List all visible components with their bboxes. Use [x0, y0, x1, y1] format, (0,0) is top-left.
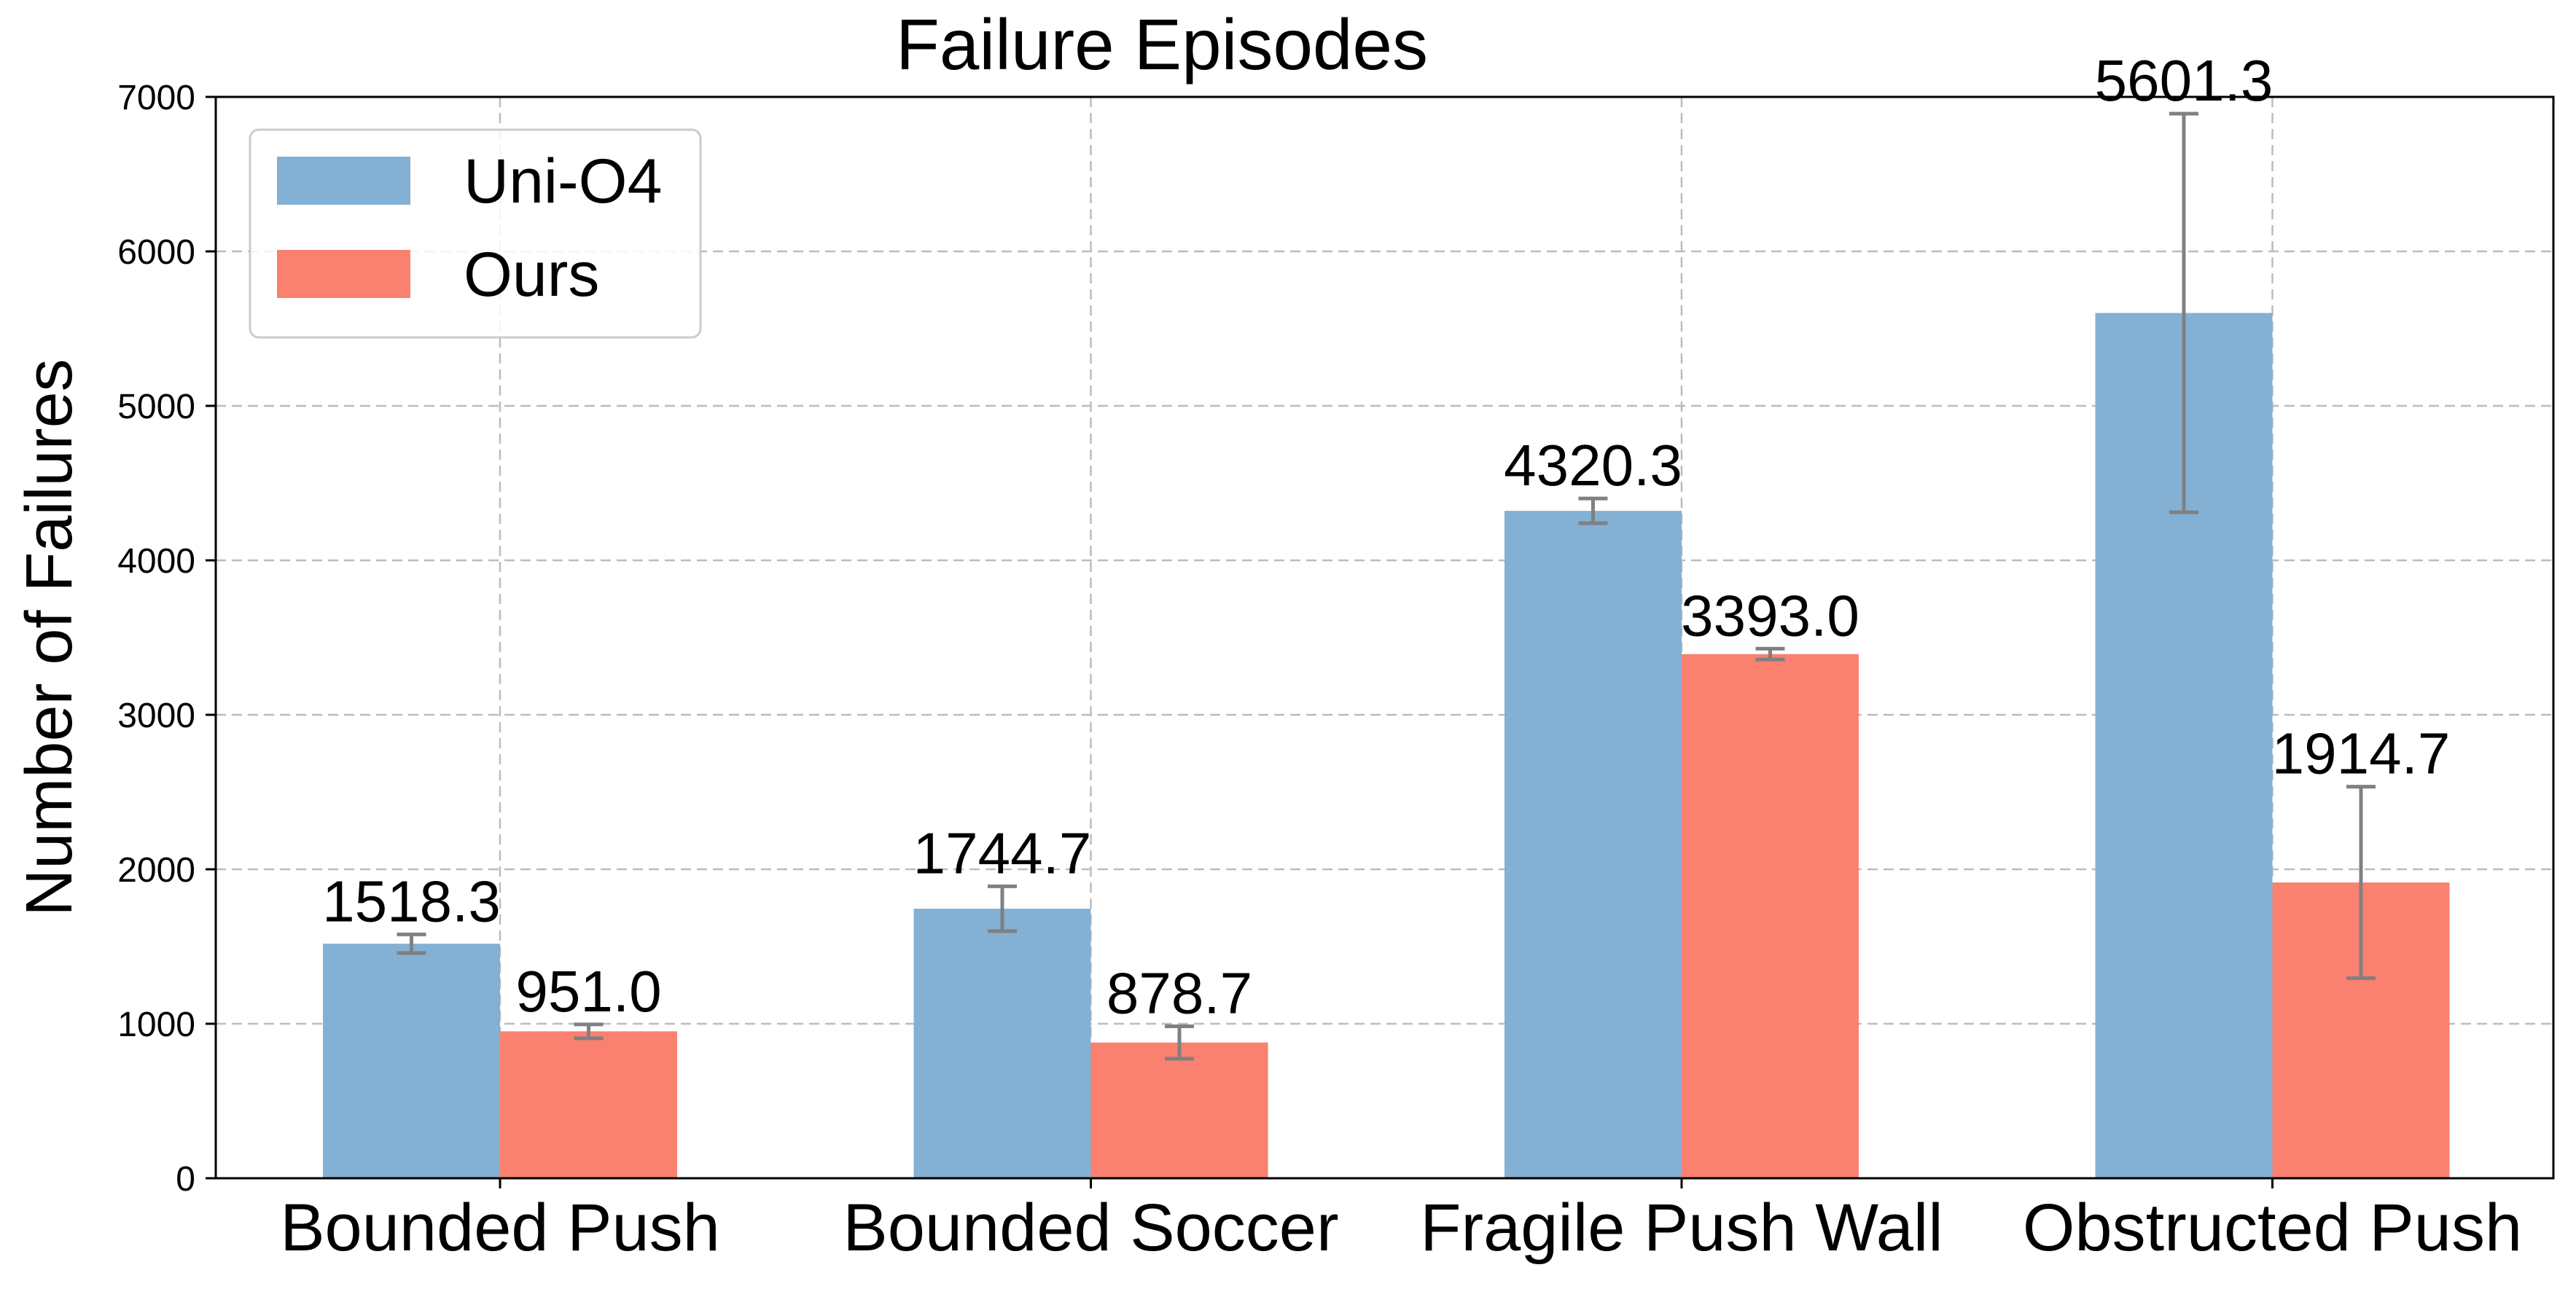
error-bar-uni-o4-bounded-soccer: [988, 884, 1017, 933]
legend-swatch-ours: [277, 250, 410, 298]
y-axis-ticks: 0 1000 2000 3000 4000 5000 6000 7000: [117, 79, 216, 1199]
error-bar-ours-bounded-push: [574, 1022, 604, 1041]
y-tick-label: 6000: [117, 233, 195, 272]
value-label-ours-obstructed-push: 1914.7: [2272, 721, 2451, 786]
error-bar-uni-o4-obstructed-push: [2169, 111, 2198, 514]
bar-uni-o4-fragile-push-wall: [1504, 511, 1682, 1178]
legend-label-ours: Ours: [464, 240, 599, 310]
x-axis-ticks: Bounded Push Bounded Soccer Fragile Push W…: [280, 1178, 2522, 1265]
y-tick-label: 1000: [117, 1006, 195, 1044]
error-bar-ours-bounded-soccer: [1165, 1024, 1194, 1061]
error-bar-ours-obstructed-push: [2346, 785, 2376, 981]
bars: [323, 313, 2450, 1178]
y-tick-label: 4000: [117, 542, 195, 581]
error-bar-ours-fragile-push-wall: [1755, 646, 1785, 662]
value-label-uni-o4-fragile-push-wall: 4320.3: [1504, 433, 1682, 498]
bar-ours-fragile-push-wall: [1682, 654, 1859, 1178]
legend: Uni-O4 Ours: [249, 128, 702, 339]
y-tick-label: 0: [176, 1160, 195, 1199]
bar-ours-bounded-soccer: [1090, 1042, 1268, 1178]
value-label-ours-bounded-push: 951.0: [515, 959, 661, 1024]
legend-label-uni-o4: Uni-O4: [464, 146, 662, 216]
y-tick-label: 7000: [117, 79, 195, 117]
value-labels: 1518.3 1744.7 4320.3 5601.3 951.0 878.7 3393.0…: [322, 48, 2450, 1025]
bar-uni-o4-bounded-soccer: [913, 909, 1091, 1178]
legend-swatch-uni-o4: [277, 157, 410, 205]
x-tick-label-bounded-soccer: Bounded Soccer: [843, 1191, 1338, 1265]
value-label-uni-o4-bounded-push: 1518.3: [322, 869, 501, 933]
bar-uni-o4-bounded-push: [323, 944, 500, 1178]
x-tick-label-fragile-push-wall: Fragile Push Wall: [1420, 1191, 1943, 1265]
error-bar-uni-o4-fragile-push-wall: [1578, 496, 1608, 525]
x-tick-label-obstructed-push: Obstructed Push: [2023, 1191, 2522, 1265]
value-label-uni-o4-bounded-soccer: 1744.7: [913, 820, 1092, 885]
y-axis-label: Number of Failures: [13, 359, 86, 916]
value-label-uni-o4-obstructed-push: 5601.3: [2095, 48, 2273, 113]
x-tick-label-bounded-push: Bounded Push: [280, 1191, 720, 1265]
bar-ours-bounded-push: [500, 1031, 677, 1178]
y-tick-label: 3000: [117, 697, 195, 735]
value-label-ours-fragile-push-wall: 3393.0: [1681, 583, 1859, 648]
error-bars: [397, 111, 2376, 1061]
y-tick-label: 5000: [117, 388, 195, 426]
error-bar-uni-o4-bounded-push: [397, 932, 426, 955]
plot-frame: [214, 95, 2555, 1180]
y-tick-label: 2000: [117, 851, 195, 890]
chart-title: Failure Episodes: [896, 4, 1428, 85]
value-label-ours-bounded-soccer: 878.7: [1106, 960, 1252, 1025]
